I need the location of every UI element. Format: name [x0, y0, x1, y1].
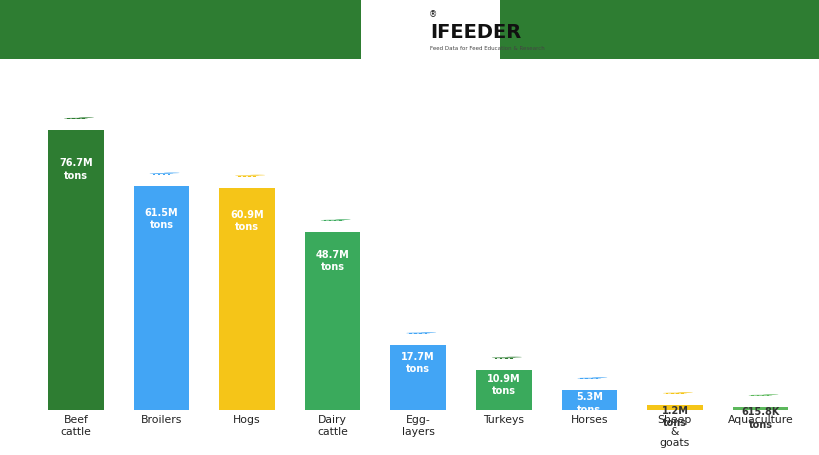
Bar: [475, 370, 531, 410]
Bar: [338, 220, 342, 221]
Bar: [390, 345, 446, 410]
Bar: [67, 118, 70, 119]
Bar: [248, 176, 251, 177]
Text: ®: ®: [428, 10, 437, 19]
Text: 48.7M
tons: 48.7M tons: [315, 250, 349, 273]
Bar: [238, 176, 240, 177]
Bar: [424, 333, 427, 334]
Bar: [731, 407, 787, 410]
Text: 5.3M
tons: 5.3M tons: [575, 392, 602, 415]
Bar: [77, 118, 79, 119]
Bar: [48, 130, 104, 410]
Bar: [72, 118, 75, 119]
Bar: [681, 393, 683, 394]
Bar: [585, 378, 587, 379]
Text: 76.7M
tons: 76.7M tons: [59, 158, 93, 181]
Text: 1.2M
tons: 1.2M tons: [661, 405, 687, 428]
Ellipse shape: [748, 395, 771, 396]
Bar: [500, 358, 502, 359]
Text: IFEEDER: IFEEDER: [430, 23, 521, 42]
Bar: [157, 174, 160, 175]
Bar: [409, 333, 411, 334]
Text: 60.9M
tons: 60.9M tons: [230, 210, 264, 233]
Bar: [414, 333, 416, 334]
Circle shape: [591, 377, 607, 378]
Text: Based on the January 2025, "Animal Feed Consumption" report, prepared for IFEEDE: Based on the January 2025, "Animal Feed …: [201, 433, 618, 439]
Bar: [676, 393, 678, 394]
Bar: [646, 405, 702, 410]
Bar: [665, 393, 667, 394]
Circle shape: [505, 357, 521, 358]
Ellipse shape: [662, 393, 686, 394]
Ellipse shape: [577, 378, 600, 379]
Bar: [761, 395, 763, 396]
Circle shape: [79, 117, 94, 118]
Bar: [305, 232, 360, 410]
Bar: [509, 358, 512, 359]
Bar: [580, 378, 582, 379]
Text: 615.8K
tons: 615.8K tons: [740, 408, 779, 430]
Text: 10.9M
tons: 10.9M tons: [486, 374, 520, 396]
Ellipse shape: [149, 173, 174, 174]
Bar: [168, 174, 170, 175]
Circle shape: [676, 392, 692, 393]
Bar: [505, 358, 507, 359]
Bar: [82, 118, 85, 119]
Bar: [219, 188, 274, 410]
Circle shape: [164, 172, 179, 173]
Bar: [0, 0, 377, 59]
Text: 17.7M
tons: 17.7M tons: [400, 352, 435, 374]
Ellipse shape: [64, 118, 88, 119]
Bar: [494, 358, 497, 359]
Bar: [491, 0, 819, 59]
Bar: [561, 390, 617, 410]
Circle shape: [335, 219, 351, 220]
Bar: [328, 220, 331, 221]
Bar: [133, 186, 189, 410]
Bar: [324, 220, 326, 221]
Bar: [750, 395, 753, 396]
Bar: [152, 174, 155, 175]
Circle shape: [420, 332, 436, 333]
Ellipse shape: [405, 333, 430, 334]
Bar: [766, 395, 768, 396]
Bar: [670, 393, 672, 394]
Bar: [360, 0, 500, 68]
Bar: [595, 378, 598, 379]
Bar: [253, 176, 256, 177]
Ellipse shape: [320, 220, 344, 221]
Text: 61.5M
tons: 61.5M tons: [144, 208, 178, 230]
Bar: [163, 174, 165, 175]
Circle shape: [249, 175, 265, 176]
Text: Feed Data for Feed Education & Research: Feed Data for Feed Education & Research: [430, 46, 545, 51]
Bar: [590, 378, 592, 379]
Circle shape: [762, 394, 777, 395]
Bar: [756, 395, 758, 396]
Bar: [333, 220, 336, 221]
Bar: [243, 176, 246, 177]
Bar: [419, 333, 422, 334]
